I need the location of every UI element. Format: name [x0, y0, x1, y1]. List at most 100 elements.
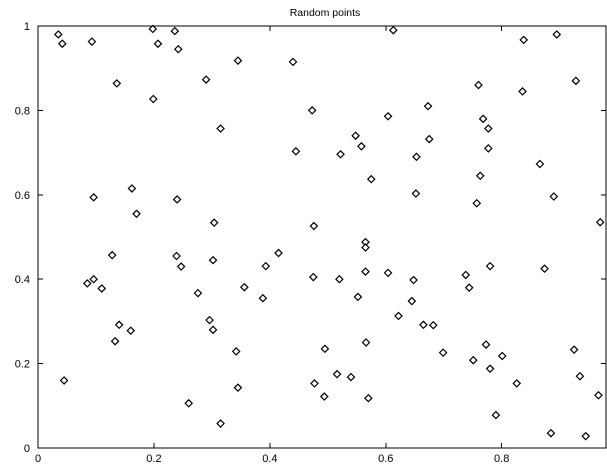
scatter-point	[231, 347, 241, 356]
y-tick-label: 0.2	[15, 359, 30, 371]
chart-title: Random points	[290, 7, 361, 19]
scatter-point	[288, 57, 298, 67]
scatter-point	[320, 344, 330, 354]
scatter-point	[126, 326, 136, 336]
x-tick-label: 0	[35, 453, 41, 465]
scatter-point	[97, 284, 107, 293]
scatter-point	[172, 251, 181, 261]
scatter-point	[357, 141, 366, 151]
scatter-point	[353, 292, 363, 302]
scatter-point	[383, 111, 393, 121]
scatter-point	[53, 30, 63, 39]
scatter-points	[53, 24, 605, 441]
scatter-point	[89, 192, 98, 202]
scatter-point	[184, 398, 194, 408]
scatter-point	[569, 345, 579, 355]
scatter-point	[176, 262, 186, 271]
scatter-point	[411, 189, 421, 198]
scatter-point	[461, 270, 471, 280]
scatter-point	[540, 264, 549, 273]
scatter-point	[366, 174, 376, 184]
plot-axes: 0 0.2 0.4 0.6 0.8 0 0.2 0.4 0.6 0.8 1	[15, 21, 607, 465]
scatter-point	[107, 250, 117, 260]
scatter-point	[546, 428, 556, 438]
scatter-point	[310, 379, 319, 388]
scatter-point	[87, 37, 97, 46]
scatter-point	[428, 320, 438, 330]
scatter-point	[512, 379, 522, 388]
scatter-point	[332, 369, 342, 379]
y-tick-label: 0	[24, 443, 30, 455]
scatter-point	[581, 431, 591, 441]
scatter-point	[409, 275, 418, 285]
scatter-point	[335, 274, 344, 284]
scatter-point	[475, 171, 485, 181]
scatter-point	[424, 134, 434, 144]
scatter-point	[595, 217, 605, 227]
scatter-point	[575, 371, 585, 381]
scatter-point	[485, 364, 495, 374]
x-tick-label: 0.4	[262, 453, 277, 465]
scatter-point	[148, 94, 158, 104]
scatter-point	[110, 336, 120, 346]
scatter-point	[89, 274, 98, 284]
scatter-point	[481, 340, 491, 349]
scatter-point	[59, 376, 69, 385]
scatter-point	[383, 268, 393, 278]
scatter-point	[239, 282, 249, 292]
scatter-point	[82, 279, 92, 288]
scatter-point	[261, 261, 271, 271]
scatter-point	[127, 184, 137, 193]
scatter-point	[491, 410, 501, 420]
scatter-point	[519, 35, 529, 45]
scatter-point	[201, 75, 211, 84]
scatter-point	[497, 351, 507, 361]
scatter-point	[274, 248, 283, 258]
scatter-point	[478, 114, 488, 124]
scatter-point	[346, 372, 356, 382]
y-tick-label: 0.6	[15, 190, 30, 202]
scatter-point	[173, 44, 183, 54]
scatter-point	[112, 79, 122, 88]
scatter-point	[361, 243, 370, 252]
scatter-point	[549, 192, 559, 201]
scatter-point	[474, 80, 483, 90]
scatter-point	[114, 320, 124, 330]
scatter-point	[291, 146, 301, 156]
scatter-point	[208, 255, 218, 265]
scatter-point	[485, 261, 495, 271]
x-tick-label: 0.8	[494, 453, 509, 465]
scatter-point	[571, 76, 581, 86]
scatter-point	[438, 348, 448, 357]
scatter-point	[209, 218, 219, 228]
scatter-point	[388, 25, 398, 35]
scatter-point	[361, 267, 370, 276]
scatter-point	[518, 87, 527, 96]
scatter-point	[468, 355, 478, 365]
scatter-point	[172, 195, 182, 204]
scatter-point	[205, 315, 214, 325]
scatter-point	[594, 390, 603, 400]
scatter-point	[472, 198, 482, 208]
scatter-point	[193, 288, 203, 298]
scatter-point	[364, 393, 373, 403]
scatter-point	[153, 39, 163, 49]
scatter-point	[351, 131, 360, 141]
scatter-point	[552, 30, 562, 39]
scatter-point	[535, 159, 545, 169]
scatter-point	[464, 283, 474, 292]
scatter-point	[419, 320, 428, 330]
scatter-point	[412, 152, 421, 162]
scatter-point	[483, 124, 493, 133]
x-tick-label: 0.2	[146, 453, 161, 465]
plot-frame	[37, 25, 607, 449]
scatter-point	[307, 106, 317, 115]
y-tick-label: 1	[24, 21, 30, 33]
scatter-point	[233, 56, 243, 65]
scatter-point	[170, 26, 180, 36]
scatter-point	[208, 325, 218, 335]
scatter-point	[407, 296, 417, 306]
scatter-point	[308, 272, 318, 282]
scatter-point	[216, 419, 225, 428]
